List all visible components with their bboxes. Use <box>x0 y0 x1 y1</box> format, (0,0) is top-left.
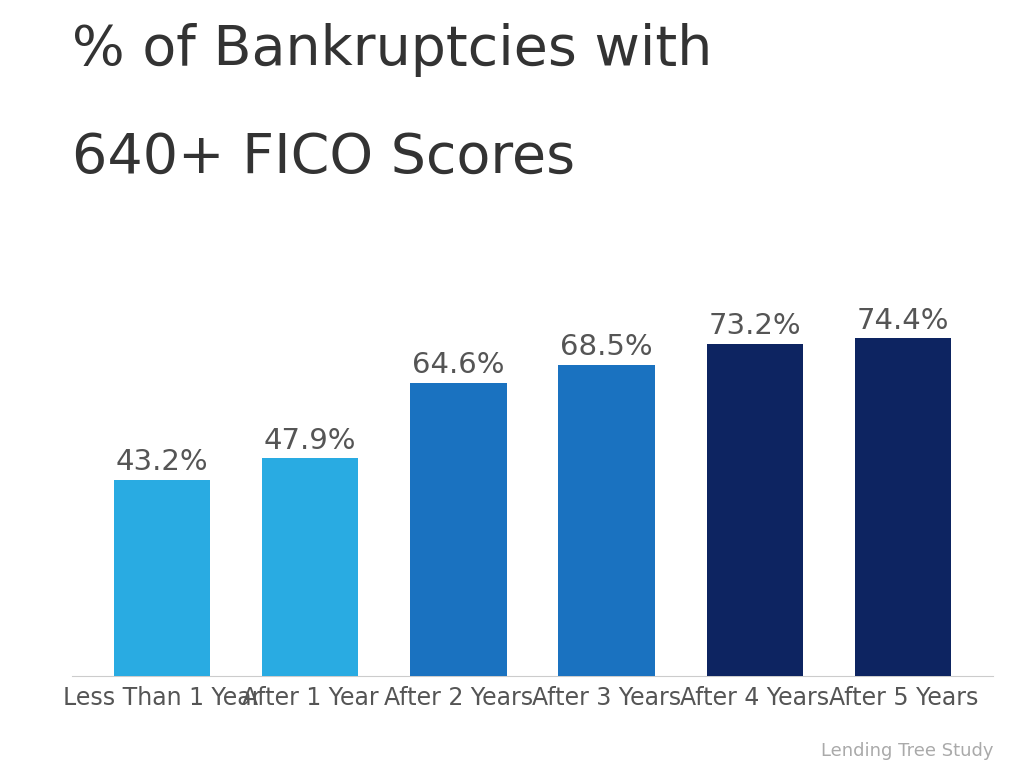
Bar <box>114 480 210 676</box>
Text: 43.2%: 43.2% <box>116 449 208 476</box>
Text: 47.9%: 47.9% <box>264 427 356 455</box>
Text: 68.5%: 68.5% <box>560 333 653 362</box>
Text: Lending Tree Study: Lending Tree Study <box>821 743 993 760</box>
Bar <box>262 458 358 676</box>
Text: 73.2%: 73.2% <box>709 312 801 340</box>
Bar <box>707 343 803 676</box>
Text: % of Bankruptcies with: % of Bankruptcies with <box>72 23 712 77</box>
Bar <box>855 338 951 676</box>
Bar <box>558 365 654 676</box>
Text: 640+ FICO Scores: 640+ FICO Scores <box>72 131 574 184</box>
Text: 74.4%: 74.4% <box>857 306 949 335</box>
Bar <box>411 382 507 676</box>
Text: 64.6%: 64.6% <box>412 351 505 379</box>
